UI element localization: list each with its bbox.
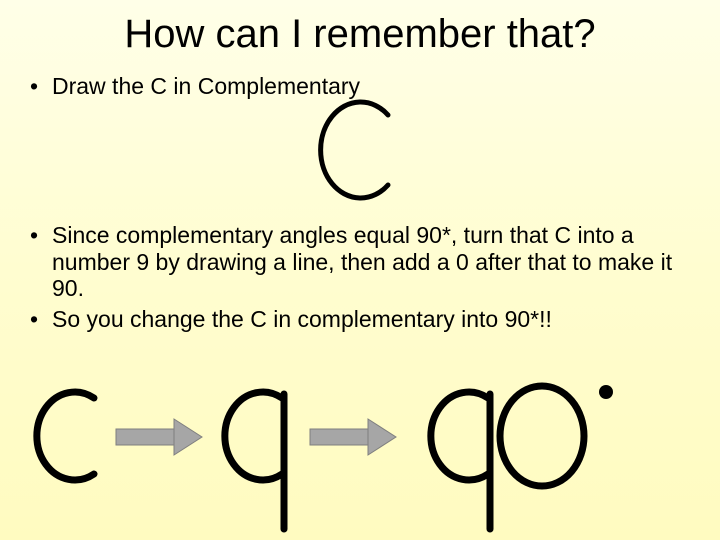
arrow-icon bbox=[116, 419, 202, 455]
seq-nine2-icon bbox=[431, 392, 490, 529]
seq-nine-icon bbox=[225, 392, 284, 529]
bullet-dot: • bbox=[30, 306, 52, 332]
bullet-item: • So you change the C in complementary i… bbox=[30, 306, 690, 332]
bullet-dot: • bbox=[30, 222, 52, 301]
seq-zero-icon bbox=[500, 386, 584, 486]
seq-c-icon bbox=[37, 392, 94, 480]
bullet-text: Since complementary angles equal 90*, tu… bbox=[52, 222, 690, 301]
page-title: How can I remember that? bbox=[0, 0, 720, 57]
bullet-dot: • bbox=[30, 73, 52, 99]
degree-dot-icon bbox=[599, 385, 613, 399]
arrow-icon bbox=[310, 419, 396, 455]
bullet-text: So you change the C in complementary int… bbox=[52, 306, 552, 332]
bullet-list-2: • Since complementary angles equal 90*, … bbox=[30, 222, 690, 332]
large-c-glyph bbox=[0, 93, 720, 212]
c-stroke-icon bbox=[321, 102, 388, 198]
c-to-90-sequence bbox=[14, 374, 706, 534]
bullet-item: • Since complementary angles equal 90*, … bbox=[30, 222, 690, 301]
